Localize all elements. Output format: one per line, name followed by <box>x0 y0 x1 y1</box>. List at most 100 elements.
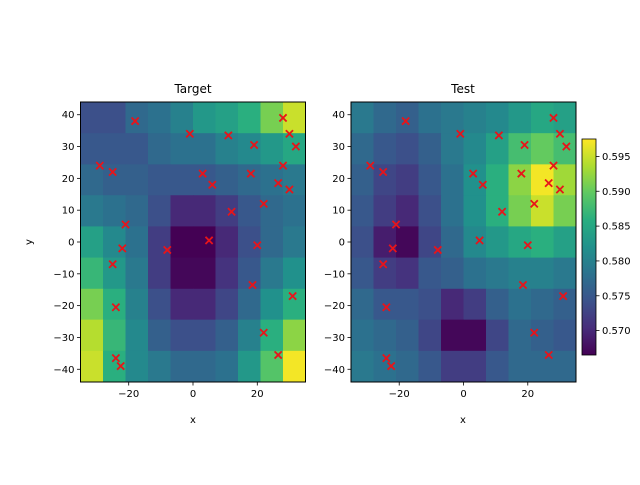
target-heatmap-cell <box>260 195 284 227</box>
test-marker <box>517 169 526 178</box>
test-marker <box>382 302 391 312</box>
panel-test: Test −20 0 20 −40 −30 −20 −10 0 10 20 30 40 x <box>324 82 577 426</box>
target-marker <box>259 199 268 209</box>
target-heatmap-cell <box>80 350 104 383</box>
target-marker <box>273 178 283 188</box>
test-heatmap-cell <box>531 319 554 352</box>
test-heatmap-cell <box>531 226 554 258</box>
target-heatmap-cell <box>193 350 216 383</box>
target-marker <box>121 220 130 229</box>
test-marker <box>382 353 391 363</box>
target-heatmap-cell <box>103 164 126 196</box>
test-heatmap-cell <box>486 257 509 290</box>
test-heatmap-cell <box>373 133 397 165</box>
target-heatmap-cell <box>260 164 284 196</box>
test-heatmap-cell <box>351 288 374 321</box>
test-heatmap-cell <box>418 195 442 227</box>
test-marker <box>558 291 568 301</box>
test-heatmap-cell <box>373 288 397 321</box>
colorbar-tick-label: 0.575 <box>602 291 631 302</box>
test-y-tick-label: 10 <box>332 206 345 217</box>
target-heatmap-cell <box>215 226 239 258</box>
test-heatmap-cell <box>373 102 397 134</box>
target-heatmap-cell <box>260 257 284 290</box>
target-y-tick-label: −20 <box>53 301 74 312</box>
target-heatmap-cell <box>238 195 261 227</box>
target-heatmap-cell <box>125 288 149 321</box>
test-heatmap-cell <box>396 226 419 258</box>
test-marker <box>475 236 484 245</box>
target-heatmap-cell <box>125 226 149 258</box>
test-heatmap-cell <box>463 133 487 165</box>
test-heatmap-cell <box>396 288 419 321</box>
target-heatmap-cell <box>148 226 171 258</box>
target-x-tick-label: −20 <box>118 389 139 400</box>
test-marker <box>366 161 375 170</box>
test-y-tick-label: 40 <box>332 110 345 121</box>
target-heatmap-cell <box>170 195 194 227</box>
target-heatmap-cell <box>125 195 149 227</box>
test-marker <box>378 167 388 177</box>
test-heatmap-cell <box>351 195 374 227</box>
test-marker <box>391 220 401 229</box>
target-marker <box>116 361 125 371</box>
target-marker <box>118 244 127 253</box>
test-heatmap-cell <box>418 133 442 165</box>
test-marker <box>544 178 553 188</box>
target-heatmap-cell <box>80 257 104 290</box>
test-marker <box>388 244 398 253</box>
target-marker <box>204 236 214 245</box>
target-heatmap-cell <box>170 133 194 165</box>
test-heatmap-cell <box>351 133 374 165</box>
target-heatmap-cell <box>238 226 261 258</box>
test-heatmap-cell <box>486 350 509 383</box>
target-heatmap-cell <box>193 288 216 321</box>
test-marker <box>544 350 553 360</box>
target-marker <box>224 131 233 140</box>
target-heatmap-cell <box>215 257 239 290</box>
panel-target: Target −20 0 20 −40 −30 −20 −10 0 10 20 30 40 x y <box>24 82 306 426</box>
target-heatmap-cell <box>193 226 216 258</box>
target-heatmap-cell <box>260 350 284 383</box>
test-heatmap-cell <box>351 164 374 196</box>
target-y-axis: −40 −30 −20 −10 0 10 20 30 40 <box>53 110 81 376</box>
target-y-tick-label: 0 <box>68 238 74 249</box>
test-marker <box>549 161 558 170</box>
test-heatmap-cell <box>553 195 577 227</box>
test-x-label: x <box>460 415 466 426</box>
target-heatmap-cell <box>80 102 104 134</box>
target-heatmap-cell <box>80 195 104 227</box>
target-heatmap-cell <box>193 319 216 352</box>
test-heatmap-cell <box>486 102 509 134</box>
target-heatmap-cell <box>103 226 126 258</box>
target-y-tick-label: −10 <box>53 269 74 280</box>
target-heatmap-cell <box>148 133 171 165</box>
test-heatmap-cell <box>396 195 419 227</box>
test-y-tick-label: −20 <box>324 301 345 312</box>
colorbar-ticks: 0.570 0.575 0.580 0.585 0.590 0.595 <box>596 152 631 337</box>
target-x-label: x <box>190 415 196 426</box>
test-heatmap-cell <box>463 319 487 352</box>
test-marker <box>529 328 539 337</box>
target-heatmap-cell <box>170 350 194 383</box>
test-heatmap-cell <box>463 226 487 258</box>
target-heatmap-cell <box>103 257 126 290</box>
target-heatmap-cell <box>193 195 216 227</box>
test-heatmap-cell <box>508 288 532 321</box>
target-heatmap-cell <box>148 319 171 352</box>
test-heatmap-cell <box>463 164 487 196</box>
test-marker <box>520 140 529 150</box>
test-heatmap-cell <box>486 226 509 258</box>
target-heatmap-cell <box>193 164 216 196</box>
test-marker <box>478 180 488 189</box>
target-heatmap <box>80 102 306 383</box>
test-heatmap-cell <box>531 164 554 196</box>
test-heatmap-cell <box>351 226 374 258</box>
target-y-tick-label: 10 <box>62 206 75 217</box>
test-heatmap-cell <box>351 319 374 352</box>
target-marker <box>288 291 297 301</box>
test-heatmap-cell <box>486 164 509 196</box>
test-heatmap-cell <box>553 319 577 352</box>
test-marker <box>549 113 558 123</box>
test-x-axis: −20 0 20 <box>389 382 534 400</box>
